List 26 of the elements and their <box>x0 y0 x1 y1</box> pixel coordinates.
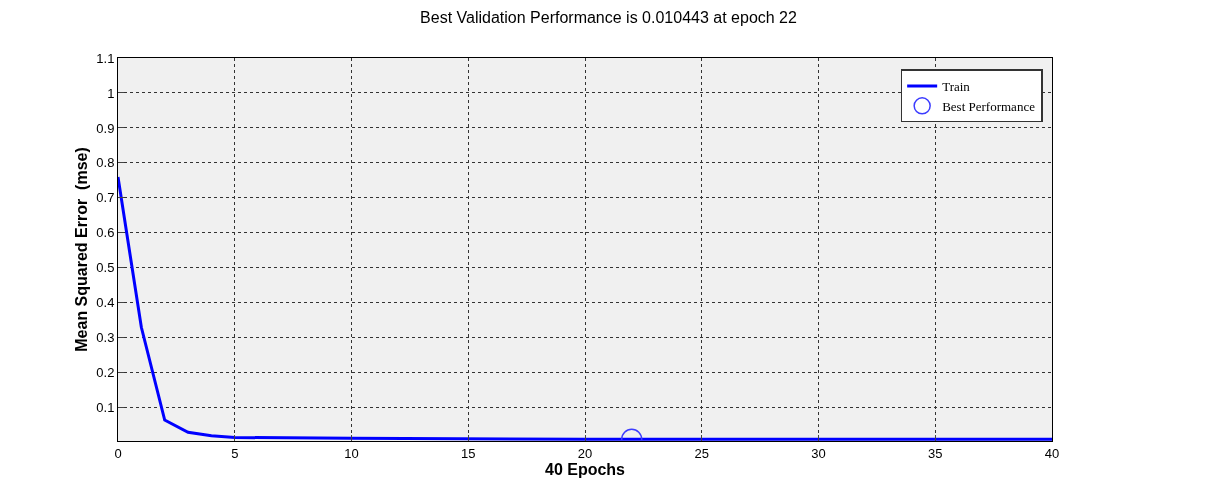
x-tick-label: 25 <box>694 445 709 461</box>
y-tick-label: 0.7 <box>96 190 115 206</box>
x-tick-label: 40 <box>1044 445 1060 461</box>
x-tick-label: 15 <box>461 445 476 461</box>
y-tick-label: 0.1 <box>96 400 115 416</box>
x-tick-label: 35 <box>928 445 943 461</box>
y-tick-label: 0.4 <box>96 295 115 311</box>
x-tick-label: 10 <box>344 445 359 461</box>
y-tick-label: 0.9 <box>96 120 115 136</box>
x-tick-label: 0 <box>114 445 122 461</box>
x-tick-label: 20 <box>577 445 593 461</box>
y-tick-label: 0.2 <box>96 365 115 381</box>
y-tick-label: 1 <box>107 85 115 101</box>
y-tick-label: 0.6 <box>96 225 115 241</box>
y-tick-label: 1.1 <box>96 50 115 66</box>
y-tick-label: 0.5 <box>96 260 115 276</box>
legend-label: Train <box>942 79 971 95</box>
chart-title: Best Validation Performance is 0.010443 at epoch 22 <box>420 9 798 27</box>
line-series <box>118 175 1052 441</box>
legend-label: Best Performance <box>942 98 1036 114</box>
y-tick-label: 0.8 <box>96 155 115 171</box>
y-axis-title: Mean Squared Error (mse) <box>73 147 91 352</box>
y-tick-label: 0.3 <box>96 330 115 346</box>
x-tick-label: 30 <box>811 445 826 461</box>
x-axis-title: 40 Epochs <box>544 460 626 478</box>
x-tick-label: 5 <box>231 445 239 461</box>
